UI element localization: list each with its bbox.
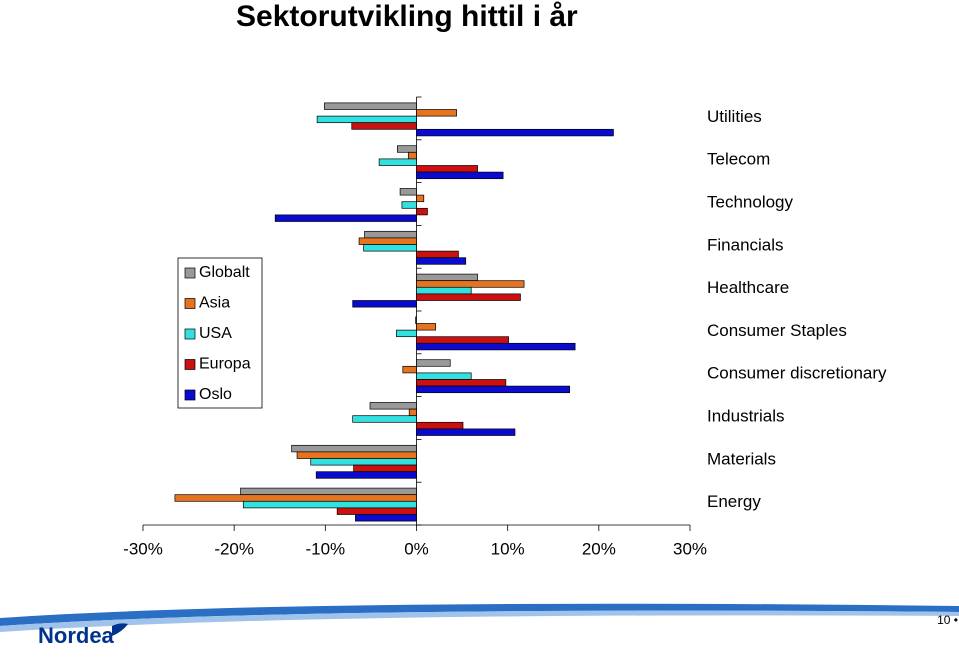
bar — [296, 451, 417, 459]
bar — [378, 158, 417, 166]
legend-swatch — [184, 359, 196, 370]
bar — [174, 494, 417, 502]
bar — [358, 237, 417, 245]
bar — [310, 458, 417, 466]
bar — [416, 171, 504, 180]
bar — [416, 280, 525, 288]
bar — [399, 188, 417, 196]
bar — [416, 336, 509, 344]
bar — [355, 514, 417, 522]
category-label: Consumer discretionary — [707, 364, 887, 383]
category-label: Financials — [707, 235, 784, 254]
bar — [397, 145, 417, 153]
bar — [416, 194, 425, 203]
bar — [416, 109, 457, 117]
chart-title: Sektorutvikling hittil i år — [236, 0, 578, 33]
x-tick-label: -20% — [214, 539, 254, 558]
bar — [316, 115, 417, 124]
bar — [416, 428, 516, 436]
legend-label: Europa — [199, 356, 251, 373]
legend-label: USA — [199, 325, 232, 342]
bar — [416, 379, 507, 387]
bar — [407, 151, 417, 160]
footer-swoosh-light — [0, 610, 959, 632]
bar — [352, 300, 417, 308]
legend-label: Globalt — [199, 264, 250, 281]
legend-swatch — [184, 328, 196, 340]
bar — [369, 402, 417, 410]
bar — [336, 507, 417, 515]
bar — [416, 323, 436, 331]
bar — [416, 421, 464, 430]
bar — [416, 342, 576, 351]
bar — [402, 365, 417, 374]
category-label: Industrials — [707, 406, 784, 425]
category-label: Energy — [707, 492, 761, 511]
legend-label: Oslo — [199, 386, 232, 403]
x-tick-label: 10% — [491, 539, 525, 558]
bar — [315, 471, 417, 479]
x-tick-label: 30% — [673, 539, 707, 558]
legend-swatch — [184, 389, 196, 401]
bar — [324, 102, 417, 110]
bar — [274, 214, 417, 222]
category-label: Telecom — [707, 150, 770, 169]
bar — [401, 201, 417, 209]
x-tick-label: 20% — [582, 539, 616, 558]
bar — [364, 230, 417, 239]
bar — [416, 128, 614, 137]
bar — [352, 415, 417, 423]
bar — [416, 257, 467, 265]
bar — [416, 207, 428, 216]
legend-label: Asia — [199, 295, 230, 312]
legend-swatch — [184, 298, 196, 309]
bar — [416, 372, 472, 380]
bar — [416, 286, 472, 295]
bar — [242, 500, 417, 509]
page-number: 10 • — [937, 613, 958, 627]
bar — [396, 329, 417, 338]
bar — [416, 165, 478, 173]
bar — [408, 408, 417, 417]
bar — [416, 293, 521, 301]
bar — [416, 385, 571, 394]
legend-swatch — [184, 267, 196, 279]
bar — [416, 359, 451, 367]
x-tick-label: -30% — [123, 539, 163, 558]
category-label: Materials — [707, 449, 776, 468]
bar — [416, 273, 478, 282]
bar — [351, 122, 417, 130]
footer-logo: Nordea — [38, 623, 115, 648]
footer: Nordea 10 • — [0, 603, 959, 648]
logo-mark — [112, 623, 128, 636]
category-label: Utilities — [707, 107, 762, 126]
bar — [240, 487, 417, 496]
category-label: Technology — [707, 192, 794, 211]
bar — [291, 444, 417, 453]
category-label: Healthcare — [707, 278, 789, 297]
bar — [353, 464, 417, 473]
footer-swoosh — [0, 603, 959, 626]
bar — [415, 316, 417, 324]
category-label: Consumer Staples — [707, 321, 847, 340]
x-tick-label: -10% — [305, 539, 345, 558]
bar — [363, 244, 417, 252]
x-tick-label: 0% — [404, 539, 429, 558]
bar — [416, 250, 459, 259]
